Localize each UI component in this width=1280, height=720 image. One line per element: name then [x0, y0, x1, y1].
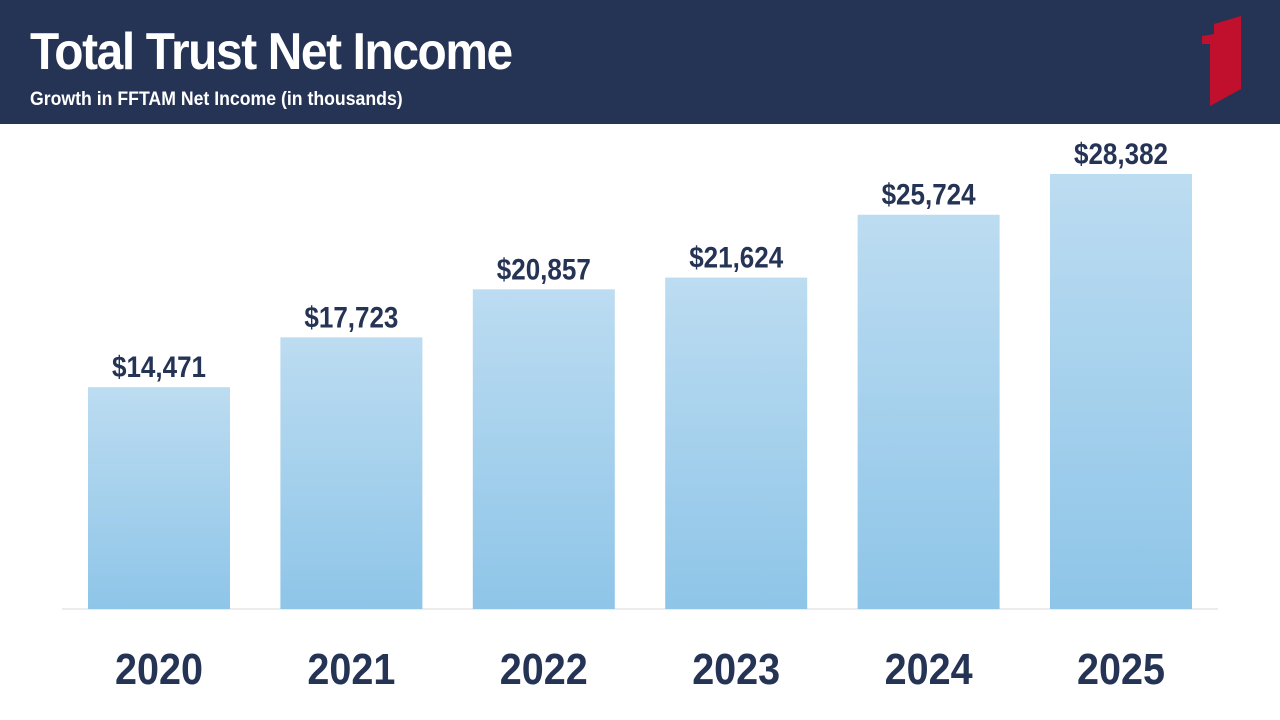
data-label-2024: $25,724: [882, 179, 976, 212]
x-tick-label-2024: 2024: [885, 645, 973, 694]
bar-2024: [857, 214, 1000, 609]
data-label-2020: $14,471: [112, 351, 206, 384]
x-tick-label-2022: 2022: [500, 645, 588, 694]
bar-chart: $14,471 2020 $17,723 2021 $20,857 2022 $21,624…: [62, 138, 1218, 694]
page-subtitle: Growth in FFTAM Net Income (in thousands…: [30, 89, 403, 110]
data-label-2022: $20,857: [497, 253, 591, 286]
data-label-2021: $17,723: [304, 301, 398, 334]
bar-2022: [472, 289, 615, 609]
bar-2025: [1050, 174, 1192, 609]
data-label-2023: $21,624: [689, 242, 783, 275]
page-title: Total Trust Net Income: [30, 23, 513, 81]
x-tick-label-2023: 2023: [692, 645, 780, 694]
header-bar: Total Trust Net Income Growth in FFTAM N…: [0, 0, 1280, 124]
x-tick-label-2025: 2025: [1077, 645, 1165, 694]
bar-2021: [280, 337, 423, 609]
data-label-2025: $28,382: [1074, 138, 1168, 171]
x-tick-label-2020: 2020: [115, 645, 203, 694]
bar-2023: [665, 277, 808, 609]
x-tick-label-2021: 2021: [307, 645, 395, 694]
red-banner-icon: [1202, 16, 1241, 106]
bar-2020: [88, 387, 230, 609]
